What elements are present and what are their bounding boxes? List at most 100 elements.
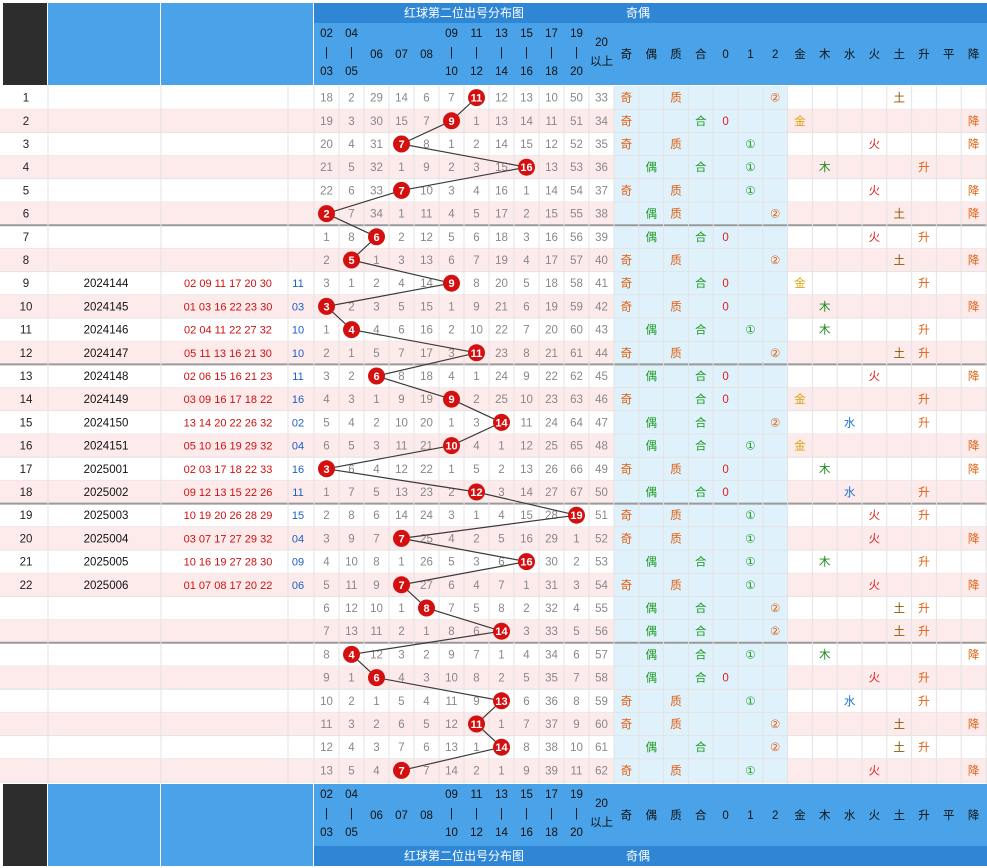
miss-count: 13 [520,93,533,105]
miss-count: 13 [420,255,433,267]
miss-count: 7 [448,93,454,105]
miss-count: 2 [523,209,529,221]
miss-count: 51 [595,510,608,522]
parity-mark: 偶 [645,741,657,754]
miss-count: 29 [545,533,558,545]
header-parity-band [614,3,987,23]
miss-count: 1 [373,255,379,267]
miss-count: 22 [495,325,508,337]
mod3-mark: ① [745,325,755,337]
miss-count: 4 [473,580,480,592]
miss-count: 65 [570,441,583,453]
miss-count: 45 [595,371,608,383]
miss-count: 59 [595,696,608,708]
miss-count: 53 [570,162,583,174]
hit-ball [443,390,460,408]
hit-ball-label: 14 [495,626,508,638]
hit-ball-label: 4 [348,325,355,337]
mod3-mark: ① [745,162,755,174]
hit-ball-label: 10 [445,441,457,453]
miss-count: 43 [595,325,608,337]
red-balls: 01 07 08 17 20 22 [184,580,273,592]
miss-count: 1 [573,533,579,545]
miss-count: 4 [398,278,405,290]
trend-mark: 升 [918,486,930,499]
miss-count: 11 [421,209,433,221]
miss-count: 23 [420,487,433,499]
blue-ball: 03 [292,301,304,313]
element-mark: 土 [893,741,905,754]
trend-mark: 降 [968,183,980,197]
hit-ball-label: 9 [448,278,454,290]
miss-count: 10 [370,603,383,615]
miss-count: 2 [498,673,504,685]
issue-number: 2024144 [84,278,129,290]
parity-mark: 奇 [621,92,633,105]
miss-count: 32 [370,162,383,174]
hit-ball-label: 16 [520,557,532,569]
footer-num-col-5: 09 | 10 [445,789,458,839]
trend-mark: 升 [918,556,930,569]
miss-count: 2 [523,603,529,615]
trend-mark: 升 [918,277,930,290]
miss-count: 30 [370,116,383,128]
miss-count: 6 [323,603,329,615]
miss-count: 8 [498,603,504,615]
mod3-mark: 0 [722,232,728,244]
hit-ball [493,738,510,756]
mod3-mark: 0 [722,487,728,499]
header-num-col-9: 17 | 18 [545,28,558,78]
row-number: 18 [20,487,33,499]
miss-count: 9 [573,719,579,731]
element-mark: 火 [869,138,881,151]
row-shade [0,666,614,690]
prime-mark: 合 [695,601,707,615]
miss-count: 1 [373,696,379,708]
miss-count: 47 [595,417,608,429]
miss-count: 37 [595,185,608,197]
footer-num-col-7: 13 | 14 [495,789,508,839]
footer-num-col-1: 04 | 05 [345,789,358,839]
header-stat-col-3: 合 [695,47,707,61]
miss-count: 2 [348,93,354,105]
miss-count: 4 [348,139,355,151]
miss-count: 6 [448,580,454,592]
miss-count: 3 [573,580,579,592]
miss-count: 6 [473,232,479,244]
miss-count: 55 [595,603,608,615]
trend-mark: 升 [918,231,930,244]
row-shade [0,341,614,365]
blue-ball: 15 [292,510,304,522]
miss-count: 10 [470,325,483,337]
miss-count: 5 [498,533,504,545]
trend-mark: 升 [918,602,930,615]
miss-count: 6 [373,510,379,522]
miss-count: 9 [373,580,379,592]
issue-number: 2024146 [84,325,129,337]
miss-count: 6 [473,626,479,638]
miss-count: 2 [448,487,454,499]
miss-count: 12 [545,139,558,151]
miss-count: 12 [345,603,358,615]
miss-count: 2 [448,325,454,337]
miss-count: 6 [423,742,429,754]
miss-count: 2 [348,301,354,313]
miss-count: 3 [448,185,454,197]
parity-mark: 奇 [621,347,633,360]
miss-count: 6 [498,557,504,569]
element-mark: 水 [844,486,856,499]
issue-number: 2024151 [84,441,129,453]
row-shade [0,434,614,458]
miss-count: 7 [423,765,429,777]
issue-number: 2024147 [84,348,129,360]
miss-count: 4 [523,649,530,661]
row-shade [0,109,614,133]
footer-stat-col-4: 0 [722,810,728,822]
miss-count: 2 [373,278,379,290]
parity-mark: 奇 [621,138,633,151]
issue-number: 2025003 [84,510,129,522]
hit-ball [318,297,335,315]
row-number: 4 [23,162,30,174]
element-mark: 火 [869,370,881,383]
miss-count: 19 [495,255,508,267]
